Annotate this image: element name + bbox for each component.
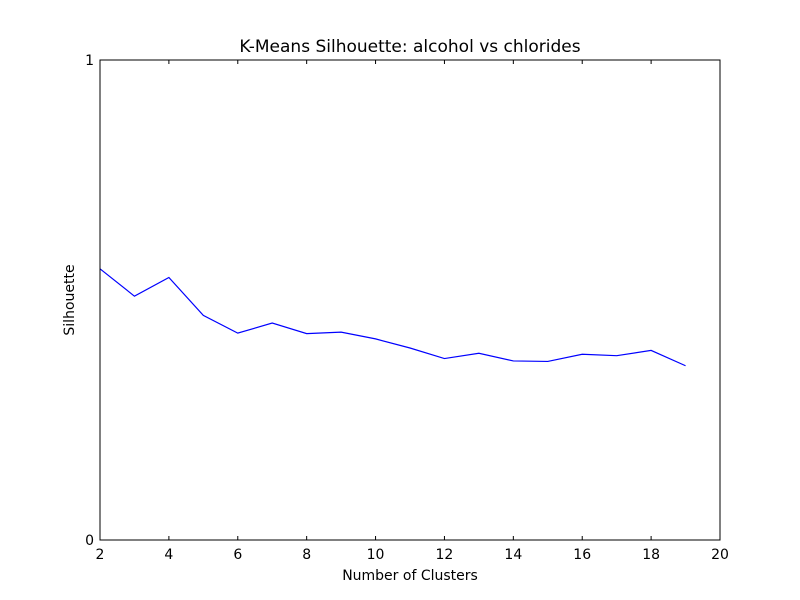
plot-background [100,60,720,540]
x-tick-label: 16 [573,547,591,563]
x-tick-label: 20 [711,547,729,563]
x-tick-label: 12 [436,547,454,563]
y-tick-label: 1 [85,53,94,69]
plot-frame [99,59,721,541]
x-tick-label: 2 [96,547,105,563]
y-axis-label: Silhouette [62,264,78,335]
y-tick-label: 0 [85,533,94,549]
x-tick-label: 6 [233,547,242,563]
x-tick-label: 14 [504,547,522,563]
x-tick-label: 8 [302,547,311,563]
tick-labels: 2 4 6 8 10 12 14 16 18 20 0 1 [85,53,729,563]
x-tick-label: 10 [367,547,385,563]
x-tick-label: 18 [642,547,660,563]
x-axis-label: Number of Clusters [342,568,478,584]
series-line [99,268,686,367]
x-tick-label: 4 [164,547,173,563]
chart-title: K-Means Silhouette: alcohol vs chlorides [239,37,580,57]
